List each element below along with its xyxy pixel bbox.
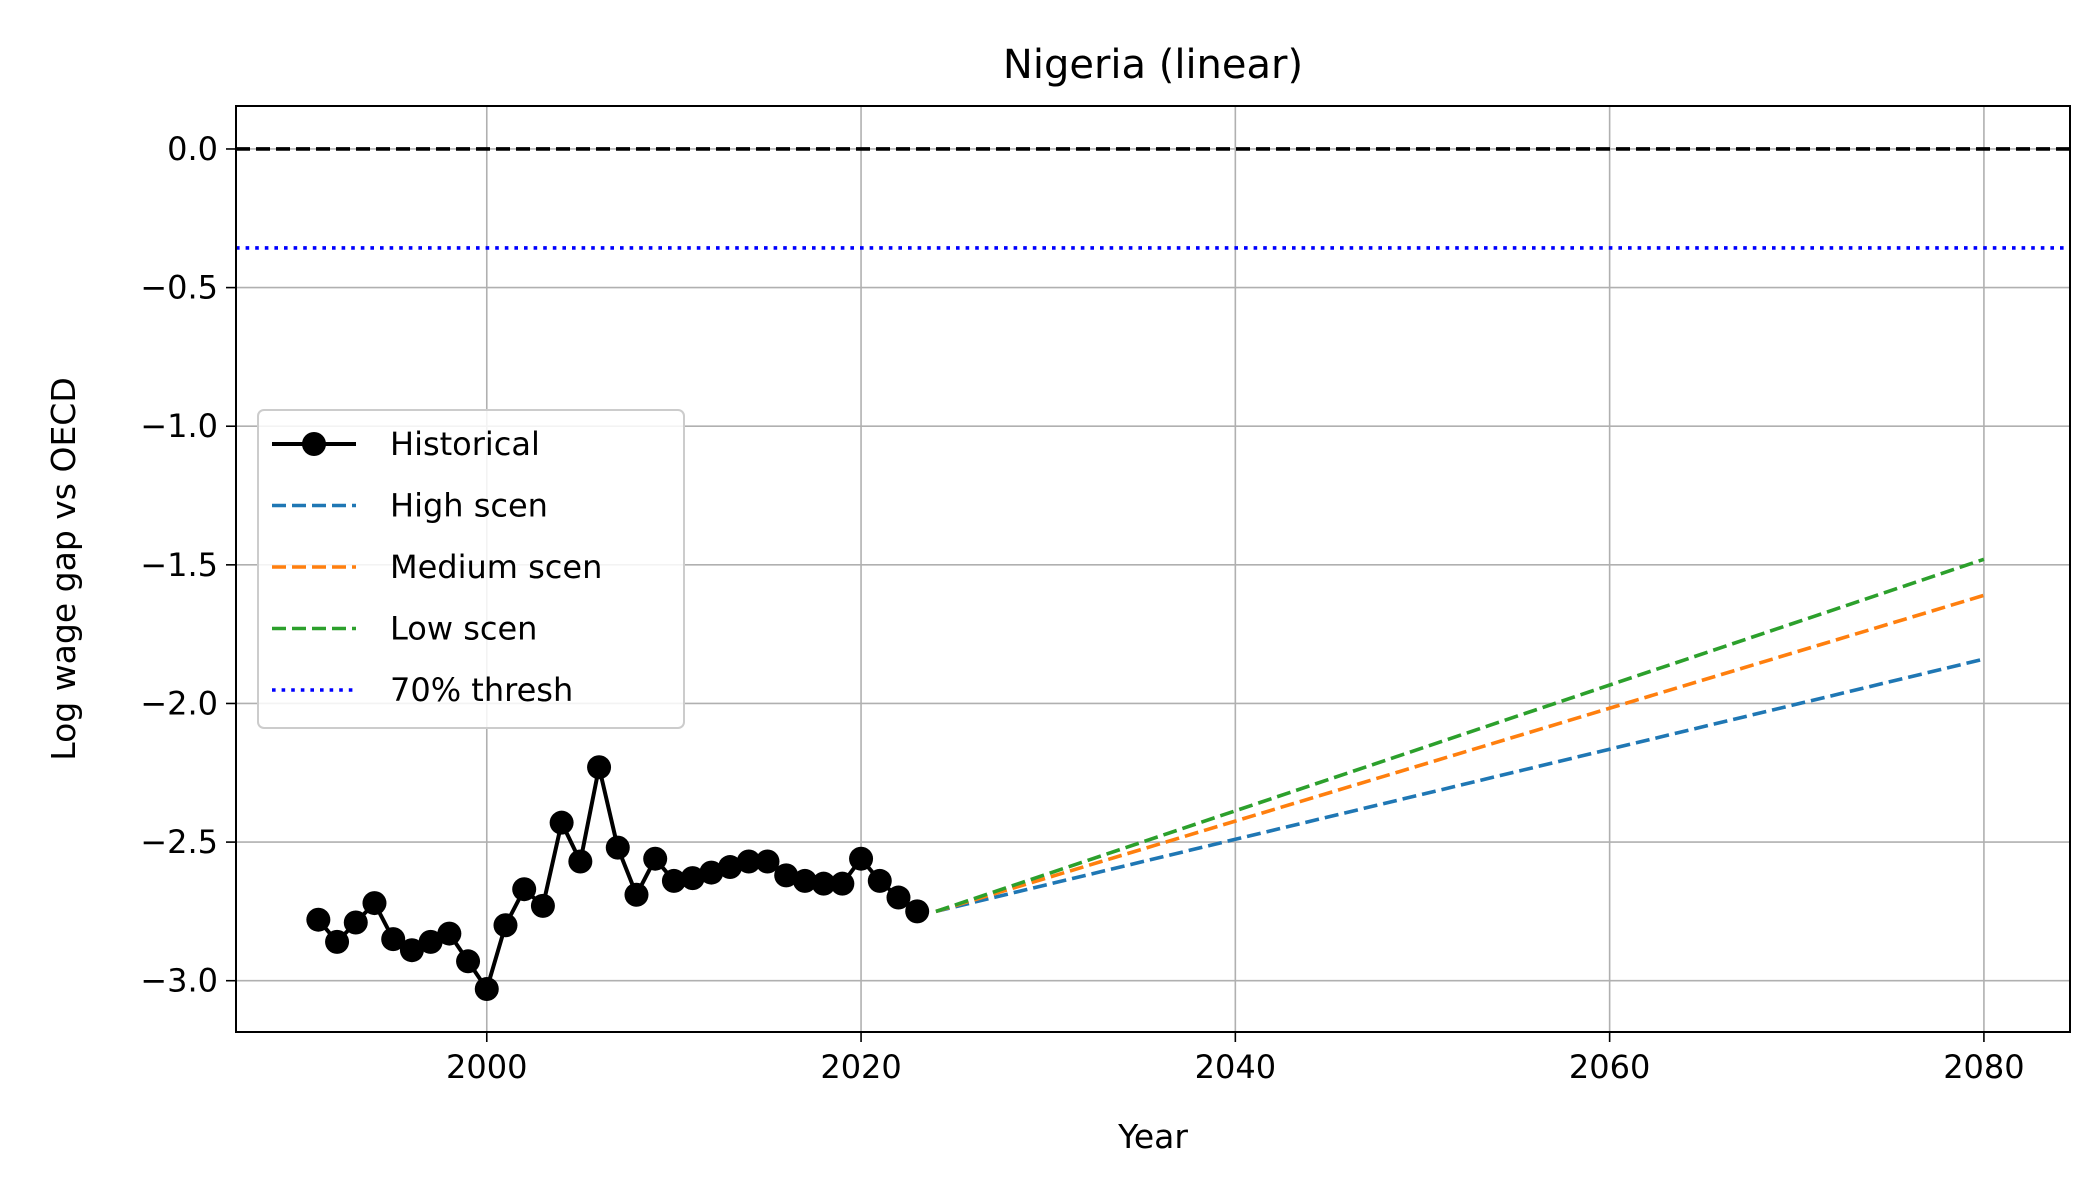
historical-point [792, 868, 817, 893]
chart-title: Nigeria (linear) [1003, 42, 1303, 88]
x-tick-label: 2080 [1943, 1048, 2024, 1086]
y-tick-label: −0.5 [140, 269, 218, 307]
historical-point [718, 855, 743, 880]
historical-point [512, 877, 537, 902]
historical-point [830, 871, 855, 896]
x-tick-label: 2040 [1195, 1048, 1276, 1086]
y-tick-label: 0.0 [167, 130, 218, 168]
historical-point [643, 846, 668, 871]
plot-frame [235, 105, 2071, 1033]
legend-label: Medium scen [390, 548, 602, 586]
historical-point [774, 863, 799, 888]
historical-point [661, 868, 686, 893]
legend: Historical High scen Medium scen Low scen 70… [257, 409, 685, 729]
legend-marker-historical [302, 432, 326, 456]
x-axis-label: Year [1117, 1117, 1188, 1156]
historical-point [736, 849, 761, 874]
y-tick-label: −1.5 [140, 546, 218, 584]
x-tick-label: 2000 [446, 1048, 527, 1086]
legend-box [257, 409, 685, 729]
historical-point [325, 929, 350, 954]
historical-point [680, 866, 705, 891]
scenario-line-low-scen [935, 557, 1985, 914]
x-tick-label: 2020 [820, 1048, 901, 1086]
historical-point [624, 882, 649, 907]
series-layer [236, 147, 2070, 1002]
historical-point [905, 899, 930, 924]
y-tick-label: −2.0 [140, 684, 218, 722]
historical-point [549, 810, 574, 835]
historical-point [362, 891, 387, 916]
x-tick-label: 2060 [1569, 1048, 1650, 1086]
historical-point [306, 907, 331, 932]
historical-point [755, 849, 780, 874]
historical-point [587, 755, 612, 780]
historical-point [811, 871, 836, 896]
historical-point [849, 846, 874, 871]
historical-point [493, 913, 518, 938]
ticks: 2000 2020 2040 2060 2080 0.0 −0.5 −1.0 −1.5 −2.0 −… [140, 130, 2024, 1086]
historical-point [867, 868, 892, 893]
legend-label: High scen [390, 487, 548, 525]
y-tick-label: −3.0 [140, 962, 218, 1000]
legend-label: 70% thresh [390, 671, 573, 709]
historical-point [456, 949, 481, 974]
y-tick-label: −2.5 [140, 823, 218, 861]
historical-point [886, 885, 911, 910]
legend-label: Historical [390, 425, 540, 463]
historical-point [418, 929, 443, 954]
historical-point [699, 860, 724, 885]
y-tick-label: −1.0 [140, 407, 218, 445]
historical-point [605, 835, 630, 860]
legend-label: Low scen [390, 610, 537, 648]
historical-point [530, 893, 555, 918]
historical-point [437, 921, 462, 946]
y-axis-label: Log wage gap vs OECD [44, 377, 83, 760]
historical-point [568, 849, 593, 874]
historical-point [474, 977, 499, 1002]
historical-point [399, 938, 424, 963]
scenario-line-medium-scen [935, 593, 1985, 914]
historical-point [381, 927, 406, 952]
historical-point [343, 910, 368, 935]
